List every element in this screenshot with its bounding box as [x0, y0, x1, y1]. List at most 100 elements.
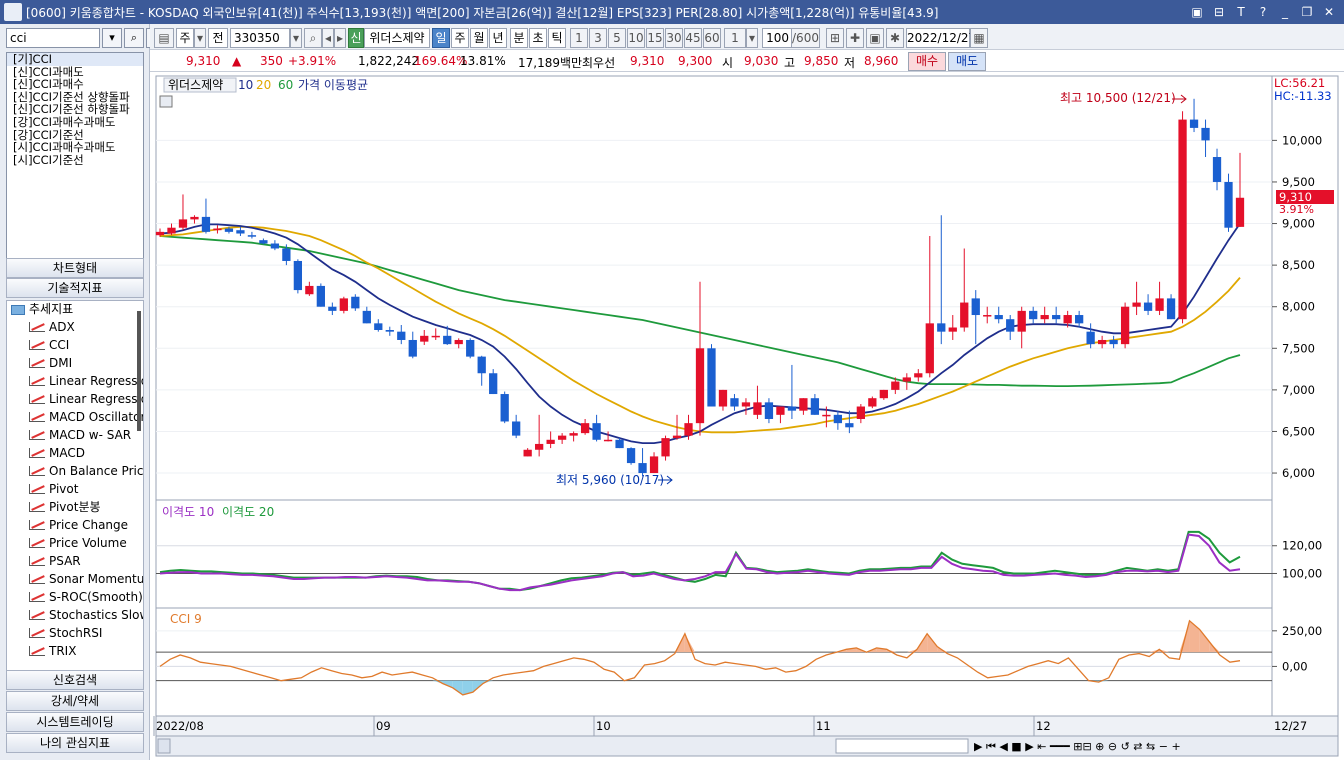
- candle[interactable]: [580, 423, 590, 434]
- candle[interactable]: [925, 323, 934, 374]
- save-icon[interactable]: ▣: [866, 28, 884, 48]
- tree-item[interactable]: On Balance Price: [7, 462, 143, 480]
- candle[interactable]: [1040, 315, 1049, 320]
- candle[interactable]: [454, 339, 463, 345]
- candle[interactable]: [1132, 302, 1141, 307]
- candle[interactable]: [764, 402, 774, 419]
- minute-10[interactable]: 10: [627, 28, 645, 48]
- chart-area[interactable]: 6,000 6,500 7,000 7,500 8,000 8,500 9,000 9,500…: [150, 72, 1344, 760]
- candle[interactable]: [523, 449, 532, 457]
- list-item[interactable]: [신]CCI기준선 하향돌파: [13, 102, 130, 117]
- candle[interactable]: [569, 433, 578, 436]
- candle[interactable]: [948, 327, 957, 332]
- candle[interactable]: [385, 330, 394, 332]
- tree-item[interactable]: DMI: [7, 354, 143, 372]
- period-minute[interactable]: 분: [510, 28, 528, 48]
- candle[interactable]: [718, 389, 728, 407]
- candle[interactable]: [649, 456, 659, 474]
- candle[interactable]: [236, 230, 245, 234]
- minimize-icon[interactable]: _: [1282, 5, 1288, 19]
- candle[interactable]: [1075, 315, 1084, 324]
- scroll-nav-icons[interactable]: ▶ ⏮ ◀ ■ ▶ ⇤ ━━━ ⊞⊟ ⊕ ⊖ ↺ ⇄ ⇆ − +: [974, 740, 1181, 753]
- candle[interactable]: [1052, 315, 1061, 320]
- tree-scrollbar[interactable]: [137, 311, 141, 431]
- search-icon[interactable]: ⌕: [124, 28, 144, 48]
- candle[interactable]: [397, 331, 406, 340]
- list-item[interactable]: [신]CCI과매수: [13, 77, 84, 92]
- tree-item[interactable]: Linear Regression: [7, 372, 143, 390]
- gear-icon[interactable]: ✱: [886, 28, 904, 48]
- tree-item[interactable]: MACD Oscillator: [7, 408, 143, 426]
- candle[interactable]: [822, 414, 831, 417]
- candle[interactable]: [1063, 315, 1072, 324]
- minute-45[interactable]: 45: [684, 28, 702, 48]
- prev-button[interactable]: 전: [208, 28, 228, 48]
- candle[interactable]: [293, 260, 303, 291]
- candle[interactable]: [512, 421, 521, 436]
- chevron-down-icon[interactable]: ▾: [746, 28, 758, 48]
- candle[interactable]: [408, 339, 417, 357]
- list-item[interactable]: [강]CCI기준선: [13, 127, 84, 142]
- chevron-down-icon[interactable]: ▾: [290, 28, 302, 48]
- tree-item[interactable]: S-ROC(Smooth): [7, 588, 143, 606]
- period-type-select[interactable]: 주: [176, 28, 194, 48]
- tab-technical-indicators[interactable]: 기술적지표: [6, 278, 144, 298]
- candle[interactable]: [868, 398, 877, 407]
- tree-item[interactable]: ADX: [7, 318, 143, 336]
- multiplier-select[interactable]: 1: [724, 28, 746, 48]
- candle[interactable]: [247, 235, 257, 237]
- candle[interactable]: [1178, 119, 1187, 320]
- candle[interactable]: [994, 315, 1003, 320]
- crosshair-icon[interactable]: ✚: [846, 28, 864, 48]
- list-item[interactable]: [신]CCI과매도: [13, 64, 84, 79]
- tab-bull-bear[interactable]: 강세/약세: [6, 691, 144, 711]
- candle[interactable]: [155, 231, 165, 236]
- candle[interactable]: [937, 323, 946, 332]
- list-item[interactable]: [신]CCI기준선 상향돌파: [13, 89, 130, 104]
- candle[interactable]: [753, 402, 762, 415]
- scroll-thumb[interactable]: [835, 738, 969, 754]
- minute-3[interactable]: 3: [589, 28, 607, 48]
- tree-item[interactable]: Stochastics Slow: [7, 606, 143, 624]
- list-item[interactable]: [시]CCI과매수과매도: [13, 140, 116, 155]
- candle[interactable]: [776, 406, 785, 415]
- stock-code-input[interactable]: 330350: [230, 28, 290, 48]
- candle[interactable]: [891, 381, 900, 390]
- candle[interactable]: [741, 402, 751, 407]
- count-input[interactable]: 100: [762, 28, 792, 48]
- candle[interactable]: [626, 448, 636, 464]
- candle[interactable]: [305, 285, 314, 295]
- minute-1[interactable]: 1: [570, 28, 588, 48]
- list-item[interactable]: [시]CCI기준선: [13, 152, 84, 167]
- chevron-down-icon[interactable]: ▾: [194, 28, 206, 48]
- restore-icon[interactable]: ❐: [1301, 5, 1313, 19]
- candle[interactable]: [213, 228, 222, 231]
- tree-item[interactable]: Pivot분봉: [7, 498, 143, 516]
- candle[interactable]: [477, 356, 486, 374]
- tree-item[interactable]: CCI: [7, 336, 143, 354]
- tool-icon[interactable]: ⊞: [826, 28, 844, 48]
- candle[interactable]: [1006, 319, 1015, 332]
- candle[interactable]: [1224, 181, 1233, 228]
- candle[interactable]: [374, 323, 383, 330]
- candle[interactable]: [1143, 302, 1153, 311]
- help-icon[interactable]: ?: [1259, 5, 1267, 19]
- candle[interactable]: [420, 335, 429, 342]
- tree-root[interactable]: 추세지표: [7, 301, 143, 318]
- candle[interactable]: [500, 394, 509, 422]
- period-tick[interactable]: 틱: [548, 28, 566, 48]
- candle[interactable]: [810, 398, 820, 415]
- minute-5[interactable]: 5: [608, 28, 626, 48]
- candle[interactable]: [695, 348, 705, 424]
- tree-item[interactable]: Price Change: [7, 516, 143, 534]
- candle[interactable]: [707, 348, 716, 407]
- candle[interactable]: [1201, 127, 1210, 141]
- up-down-icon[interactable]: ▸: [334, 28, 346, 48]
- period-week[interactable]: 주: [451, 28, 469, 48]
- candle[interactable]: [431, 335, 440, 338]
- candle[interactable]: [833, 414, 843, 424]
- indicator-search-input[interactable]: [6, 28, 100, 48]
- candle[interactable]: [259, 240, 268, 244]
- candle[interactable]: [328, 306, 337, 311]
- candle[interactable]: [546, 439, 555, 444]
